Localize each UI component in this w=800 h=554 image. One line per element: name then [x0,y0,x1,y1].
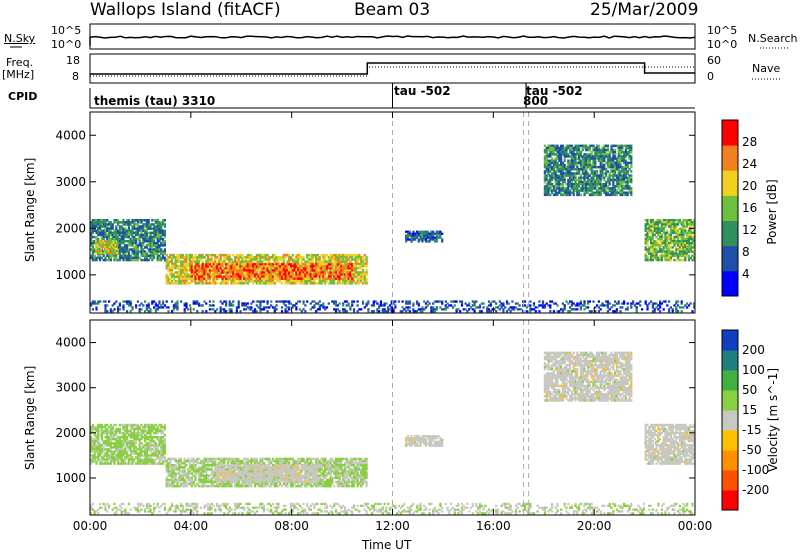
y-tick-label-velocity-1: 2000 [55,426,86,440]
nave-tick-top: 60 [707,54,721,67]
x-tick-label-1: 04:00 [174,519,209,533]
y-tick-label-power-1: 2000 [55,221,86,235]
echo-region-0 [90,423,166,465]
echo-region-3 [190,263,356,280]
y-tick-label-power-3: 4000 [55,128,86,142]
y-tick-label-velocity-2: 3000 [55,381,86,395]
colorbar-swatch-velocity-5 [722,390,738,411]
echo-region-1 [95,240,119,255]
freq-tick-top: 18 [66,54,80,67]
colorbar-swatch-power-1 [722,245,738,272]
cpid-label: CPID [8,90,38,103]
freq-label: Freq. [6,56,34,69]
echo-region-5 [644,423,696,465]
y-tick-label-velocity-3: 4000 [55,336,86,350]
x-tick-label-5: 20:00 [577,519,612,533]
freq-unit: [MHz] [2,68,35,81]
colorbar-tick-power-3: 16 [742,201,757,215]
x-axis-label: Time UT [362,538,412,552]
date-title: 25/Mar/2009 [590,0,699,20]
noise-tick-right-top: 10^5 [707,24,738,37]
echo-region-6 [90,502,694,515]
noise-tick-right-bottom: 10^0 [707,38,738,51]
colorbar-swatch-power-2 [722,220,738,247]
x-tick-label-0: 00:00 [73,519,108,533]
y-tick-label-power-2: 3000 [55,175,86,189]
echo-region-0 [90,219,166,262]
mode-label-2: tau -502 [526,84,583,98]
colorbar-swatch-power-5 [722,145,738,171]
colorbar-swatch-velocity-8 [722,330,738,351]
echo-region-3 [405,435,444,447]
freq-panel-frame [89,53,696,84]
beam-title: Beam 03 [354,0,431,20]
colorbar-tick-velocity-6: -100 [742,463,769,477]
colorbar-tick-velocity-0: 200 [742,343,765,357]
colorbar-tick-velocity-4: -15 [742,423,762,437]
colorbar-swatch-velocity-4 [722,410,738,431]
x-tick-label-4: 16:00 [476,519,511,533]
colorbar-tick-velocity-2: 50 [742,383,757,397]
colorbar-frame-velocity [721,329,739,511]
freq-trace [90,62,695,75]
colorbar-swatch-velocity-1 [722,470,738,491]
colorbar-frame-power [721,119,739,297]
colorbar-tick-velocity-7: -200 [742,483,769,497]
nsky-label: N.Sky [4,32,36,45]
colorbar-tick-power-1: 24 [742,157,757,171]
colorbar-tick-velocity-3: 15 [742,403,757,417]
echo-region-2 [216,464,318,483]
colorbar-swatch-velocity-6 [722,370,738,391]
colorbar-swatch-velocity-7 [722,350,738,371]
x-tick-label-6: 00:00 [678,519,713,533]
y-tick-label-power-0: 1000 [55,268,86,282]
colorbar-swatch-velocity-0 [722,490,738,511]
colorbar-swatch-power-3 [722,195,738,221]
mode-label-0: themis (tau) 3310 [94,94,216,108]
colorbar-tick-velocity-5: -50 [742,443,762,457]
nave-trace [90,66,695,77]
colorbar-tick-power-4: 12 [742,223,757,237]
colorbar-tick-power-0: 28 [742,135,757,149]
y-tick-label-velocity-0: 1000 [55,471,86,485]
echo-region-6 [644,219,696,262]
nave-tick-bottom: 0 [707,70,714,83]
colorbar-tick-power-2: 20 [742,179,757,193]
echo-region-4 [543,351,633,402]
noise-trace [89,35,696,46]
station-title: Wallops Island (fitACF) [90,0,281,20]
colorbar-swatch-velocity-2 [722,450,738,471]
colorbar-swatch-velocity-3 [722,430,738,451]
nsearch-label: N.Search [748,32,798,45]
nave-label: Nave [752,62,781,75]
x-tick-label-2: 08:00 [274,519,309,533]
colorbar-tick-power-5: 8 [742,245,750,259]
colorbar-tick-velocity-1: 100 [742,363,765,377]
x-tick-label-3: 12:00 [375,519,410,533]
colorbar-swatch-power-6 [722,120,738,146]
freq-tick-bottom: 8 [72,70,79,83]
noise-tick-left-top: 10^5 [51,24,82,37]
colorbar-swatch-power-4 [722,170,738,196]
echo-region-4 [405,230,444,243]
echo-region-5 [543,144,633,197]
colorbar-swatch-power-0 [722,270,738,297]
noise-tick-left-bottom: 10^0 [51,38,82,51]
mode-label-1: tau -502 [394,84,451,98]
noise-panel-frame [89,23,696,50]
mode-label-3: 800 [523,94,549,108]
colorbar-tick-power-6: 4 [742,267,750,281]
